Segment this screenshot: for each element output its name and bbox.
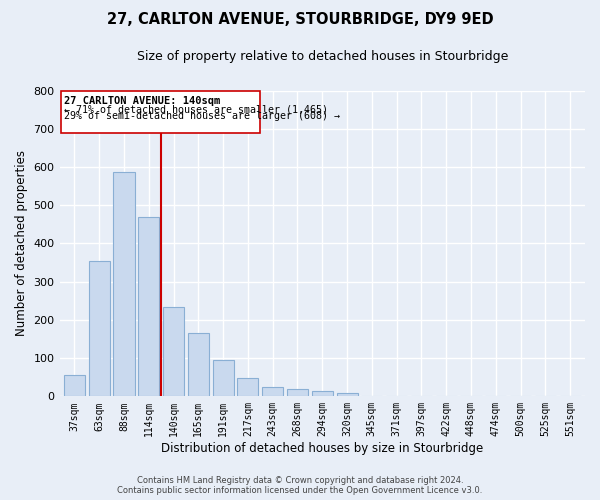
- Bar: [113, 172, 134, 396]
- Bar: [64, 374, 85, 396]
- X-axis label: Distribution of detached houses by size in Stourbridge: Distribution of detached houses by size …: [161, 442, 484, 455]
- Y-axis label: Number of detached properties: Number of detached properties: [15, 150, 28, 336]
- Title: Size of property relative to detached houses in Stourbridge: Size of property relative to detached ho…: [137, 50, 508, 63]
- Bar: [312, 390, 333, 396]
- Text: Contains HM Land Registry data © Crown copyright and database right 2024.
Contai: Contains HM Land Registry data © Crown c…: [118, 476, 482, 495]
- Bar: [138, 216, 160, 396]
- Bar: [89, 260, 110, 396]
- Bar: [337, 392, 358, 396]
- Bar: [262, 387, 283, 396]
- Bar: [188, 334, 209, 396]
- Bar: [287, 388, 308, 396]
- Text: ← 71% of detached houses are smaller (1,465): ← 71% of detached houses are smaller (1,…: [64, 104, 328, 115]
- Bar: [238, 378, 259, 396]
- Text: 27, CARLTON AVENUE, STOURBRIDGE, DY9 9ED: 27, CARLTON AVENUE, STOURBRIDGE, DY9 9ED: [107, 12, 493, 28]
- FancyBboxPatch shape: [61, 90, 260, 134]
- Bar: [212, 360, 233, 397]
- Text: 27 CARLTON AVENUE: 140sqm: 27 CARLTON AVENUE: 140sqm: [64, 96, 221, 106]
- Bar: [163, 306, 184, 396]
- Text: 29% of semi-detached houses are larger (608) →: 29% of semi-detached houses are larger (…: [64, 111, 340, 121]
